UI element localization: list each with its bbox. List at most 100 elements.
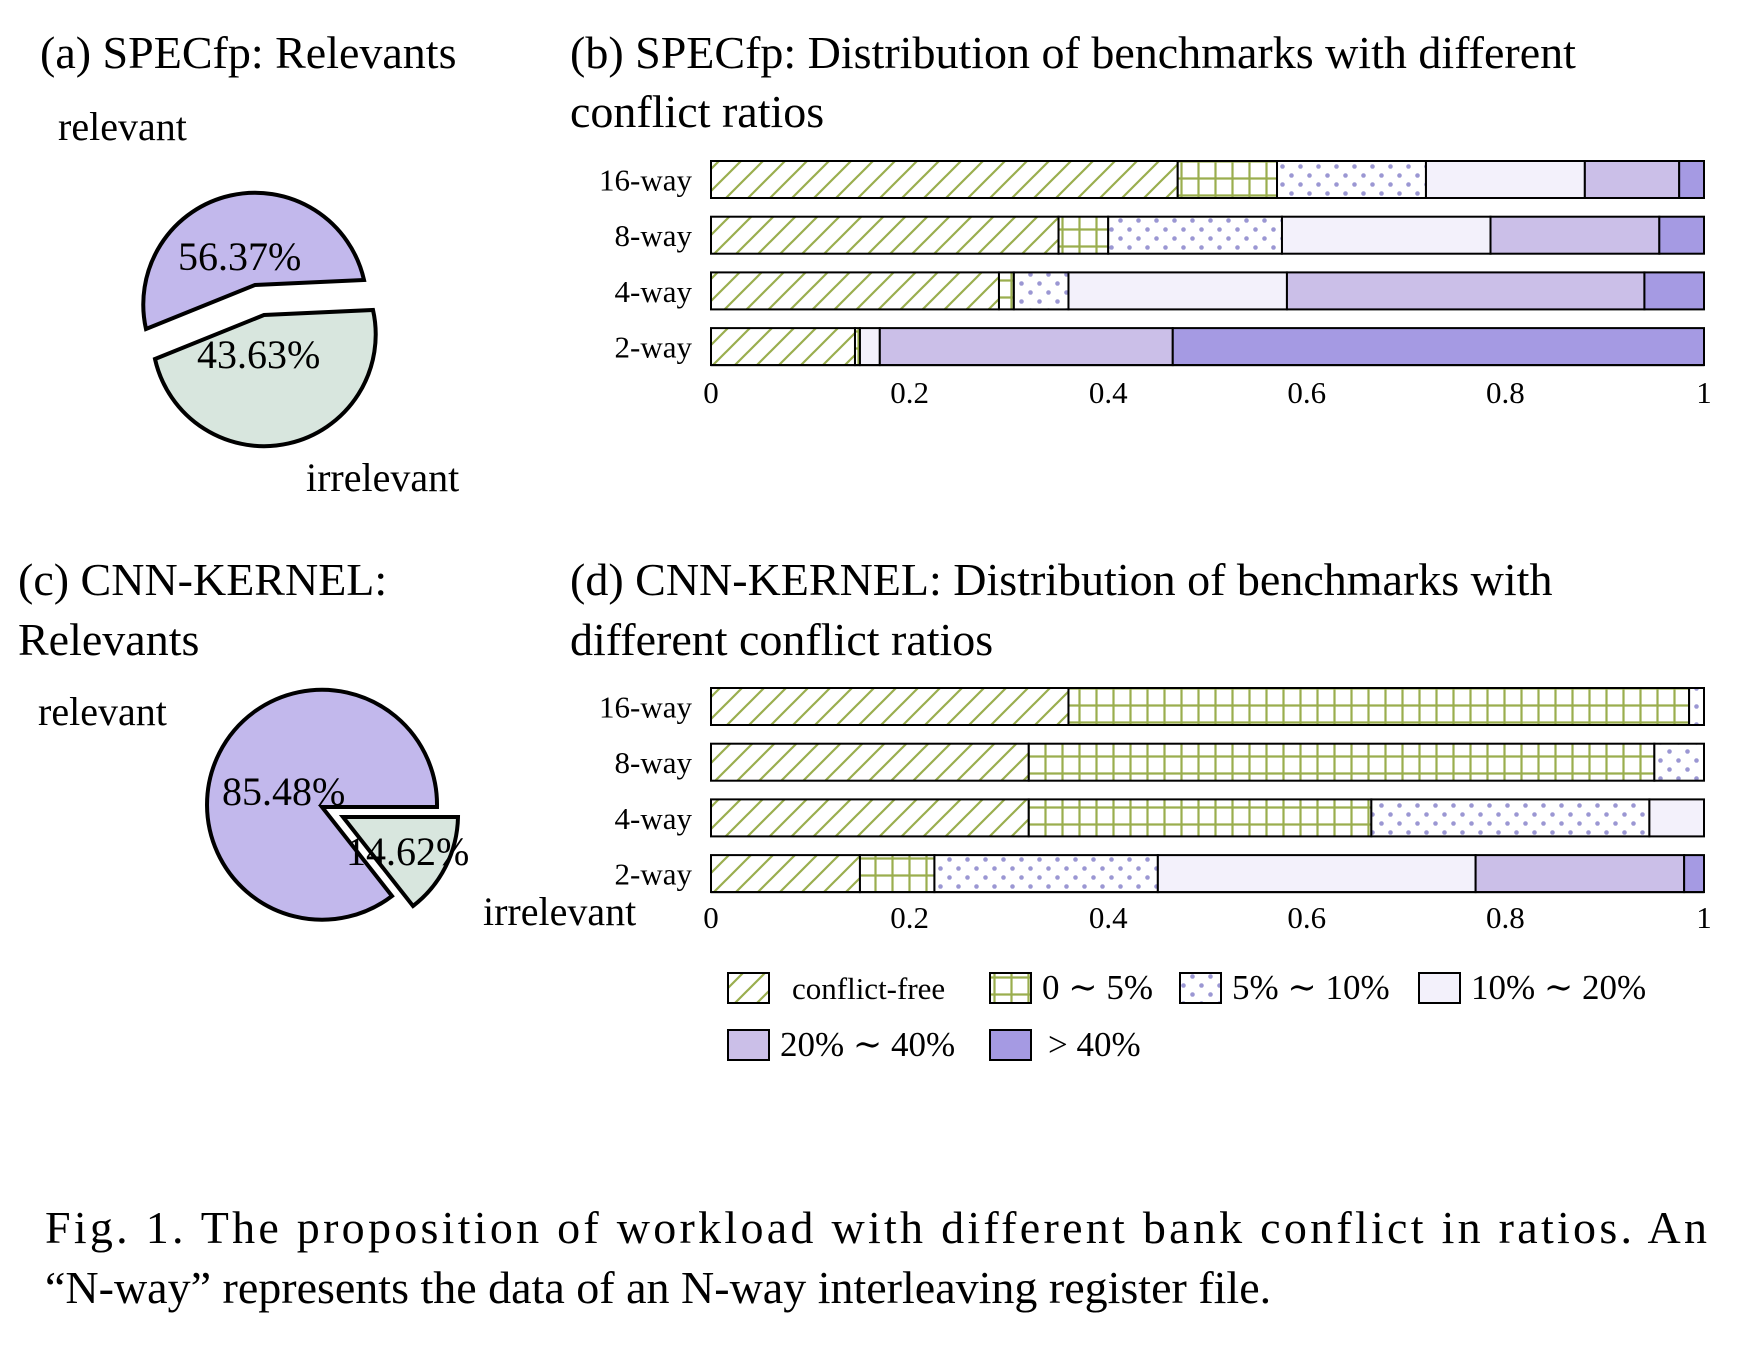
d-bar-2-way-10-20 [1156,854,1477,894]
legend-swatch-0-5 [989,972,1032,1004]
b-x-tick-label: 0.8 [1486,375,1525,410]
d-bar-4-way-5-10 [1370,798,1651,838]
d-bar-2-way-20-40 [1474,854,1686,894]
d-bar-4-way-conflict-free [710,798,1030,838]
b-bar-4-way-10-20 [1067,271,1288,311]
d-bar-2-way-5-10 [933,854,1159,894]
b-category-label: 8-way [615,218,693,253]
caption: Fig. 1. The proposition of workload with… [45,1202,1707,1313]
legend-label-0-5: 0 ∼ 5% [1042,968,1153,1007]
d-category-label: 16-way [599,690,692,725]
panel-d-title-line2: different conflict ratios [570,614,993,665]
d-bar-16-way-0-5 [1067,687,1691,726]
b-bar-2-way-10-20 [858,327,881,367]
legend-swatch-20-40 [727,1029,770,1061]
b-bar-4-way-0-5 [997,271,1015,311]
b-x-tick-label: 0.4 [1089,375,1128,410]
b-bar-4-way-5-10 [1012,271,1070,311]
d-bar-16-way-conflict-free [710,687,1070,726]
panel-d: (d) CNN-KERNEL: Distribution of benchmar… [570,554,1712,935]
panel-b-title-line1: (b) SPECfp: Distribution of benchmarks w… [570,27,1576,78]
b-bar-2-way-conflict-free [710,327,856,367]
b-bar-2-way-20-40 [878,327,1174,367]
d-x-tick-label: 1 [1696,900,1712,935]
b-bar-4-way-40 [1643,271,1706,311]
pie-a-irrelevant-label: irrelevant [306,455,459,500]
d-bar-4-way-0-5 [1027,798,1373,838]
b-bar-8-way-5-10 [1107,215,1283,255]
pie-c-value-relevant: 85.48% [222,769,345,814]
b-bar-16-way-20-40 [1583,160,1681,199]
b-bar-16-way-conflict-free [710,160,1179,199]
b-bar-2-way-40 [1171,327,1705,367]
d-x-tick-label: 0.8 [1486,900,1525,935]
panel-c: (c) CNN-KERNEL: Relevants relevant 85.48… [18,554,636,934]
b-category-label: 16-way [599,163,692,198]
b-bar-8-way-conflict-free [710,215,1060,255]
d-x-tick-label: 0.4 [1089,900,1128,935]
d-bar-2-way-40 [1683,854,1706,894]
pie-a-value-irrelevant: 43.63% [197,332,320,377]
b-x-tick-label: 0.2 [890,375,929,410]
b-category-label: 2-way [615,330,693,365]
legend-label-40: > 40% [1048,1025,1141,1064]
d-x-tick-label: 0.6 [1287,900,1326,935]
d-bar-8-way-0-5 [1027,742,1656,782]
d-bar-4-way-10-20 [1648,798,1706,838]
legend-label-20-40: 20% ∼ 40% [780,1025,955,1064]
d-bar-8-way-5-10 [1653,742,1705,782]
b-bar-16-way-0-5 [1176,160,1279,199]
legend-swatch-10-20 [1418,972,1461,1004]
legend-swatch-40 [989,1029,1032,1061]
bar-chart-b: 16-way 8-way 4-way 2-way 0 0.2 0.4 0.6 0.8 1 [599,160,1712,410]
panel-c-title-line1: (c) CNN-KERNEL: [18,554,387,605]
panel-b: (b) SPECfp: Distribution of benchmarks w… [570,27,1712,410]
panel-c-title-line2: Relevants [18,614,199,665]
b-bar-4-way-conflict-free [710,271,1000,311]
d-bar-2-way-0-5 [858,854,936,894]
d-category-label: 4-way [615,801,693,836]
b-x-tick-label: 0.6 [1287,375,1326,410]
b-x-tick-label: 0 [703,375,719,410]
legend: conflict-free 0 ∼ 5% 5% ∼ 10% 10% ∼ 20% 20% … [727,968,1646,1064]
pie-c-relevant-label: relevant [38,689,167,734]
b-bar-8-way-10-20 [1280,215,1492,255]
d-x-tick-label: 0.2 [890,900,929,935]
b-bar-4-way-20-40 [1285,271,1646,311]
d-category-label: 8-way [615,745,693,780]
panel-a-title: (a) SPECfp: Relevants [40,27,457,78]
b-bar-8-way-0-5 [1057,215,1110,255]
d-bar-2-way-conflict-free [710,854,861,894]
pie-c-value-irrelevant: 14.62% [346,829,469,874]
b-bar-16-way-40 [1678,160,1706,199]
legend-swatch-conflict-free [727,972,770,1004]
b-bar-8-way-20-40 [1489,215,1661,255]
d-x-tick-label: 0 [703,900,719,935]
pie-a-slice-irrelevant [152,307,378,449]
pie-a-relevant-label: relevant [58,104,187,149]
legend-label-10-20: 10% ∼ 20% [1471,968,1646,1007]
caption-line2: “N-way” represents the data of an N-way … [45,1262,1271,1313]
panel-a: (a) SPECfp: Relevants relevant 56.37% 43… [40,27,459,500]
bar-chart-d: 16-way 8-way 4-way 2-way 0 0.2 0.4 0.6 0.8 1 [599,687,1712,935]
panel-b-title-line2: conflict ratios [570,86,824,137]
legend-swatch-5-10 [1179,972,1222,1004]
b-bar-16-way-5-10 [1276,160,1427,199]
d-bar-16-way-5-10 [1688,687,1705,726]
panel-d-title-line1: (d) CNN-KERNEL: Distribution of benchmar… [570,554,1552,605]
b-x-tick-label: 1 [1696,375,1712,410]
d-bar-8-way-conflict-free [710,742,1030,782]
b-bar-16-way-10-20 [1424,160,1586,199]
legend-label-conflict-free: conflict-free [792,971,945,1006]
pie-a-value-relevant: 56.37% [178,234,301,279]
d-category-label: 2-way [615,857,693,892]
b-bar-8-way-40 [1658,215,1705,255]
caption-line1: Fig. 1. The proposition of workload with… [45,1202,1707,1253]
b-category-label: 4-way [615,274,693,309]
legend-label-5-10: 5% ∼ 10% [1232,968,1390,1007]
pie-c-slice-relevant [205,687,440,922]
pie-a-slice-relevant [141,190,367,332]
pie-c-irrelevant-label: irrelevant [483,889,636,934]
pie-c-slice-irrelevant [338,815,461,909]
